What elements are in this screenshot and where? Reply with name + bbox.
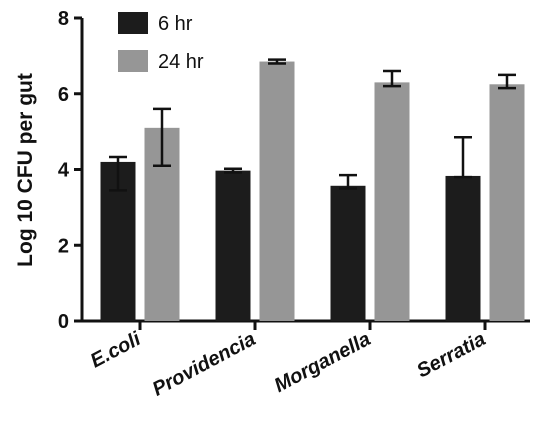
y-ticks: 0 2 4 6 8	[58, 8, 82, 333]
legend-swatch	[118, 12, 148, 34]
bar-24hr	[374, 82, 410, 321]
bar-6hr	[330, 185, 366, 321]
bar-24hr	[489, 84, 525, 321]
y-tick-label: 6	[58, 84, 69, 106]
x-ticks	[138, 321, 487, 330]
category-label: E.coli	[87, 328, 145, 373]
category-label: Providencia	[149, 328, 259, 401]
category-label: Morganella	[271, 328, 375, 397]
bar-24hr	[259, 61, 295, 322]
category-labels: E.coli Providencia Morganella Serratia	[87, 328, 489, 401]
bar-6hr	[445, 175, 481, 321]
bar-6hr	[215, 170, 251, 321]
legend-swatch	[118, 50, 148, 72]
y-axis-title: Log 10 CFU per gut	[14, 73, 37, 267]
error-bars	[109, 58, 516, 192]
y-tick-label: 0	[58, 311, 69, 333]
legend-label: 6 hr	[158, 13, 193, 35]
legend: 6 hr 24 hr	[118, 12, 204, 73]
bars	[100, 61, 525, 322]
legend-label: 24 hr	[158, 51, 204, 73]
y-tick-label: 2	[58, 235, 69, 257]
category-label: Serratia	[413, 328, 489, 382]
y-tick-label: 8	[58, 8, 69, 30]
y-tick-label: 4	[58, 160, 70, 182]
